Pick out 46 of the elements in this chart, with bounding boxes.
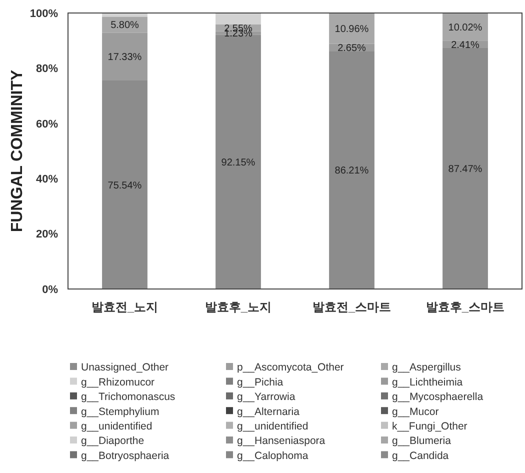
legend-label: g__Stemphylium [81,406,160,418]
legend-label: g__Mucor [392,406,440,418]
data-label: 2.41% [451,40,480,51]
legend-label: g__Calophoma [237,450,308,462]
data-label: 86.21% [334,166,369,177]
legend-label: p__Ascomycota_Other [237,362,344,374]
x-tick-label: 발효후_노지 [204,300,272,314]
data-label: 17.33% [108,52,142,64]
legend-label: k__Fungi_Other [392,420,468,432]
legend-label: g__Lichtheimia [392,376,463,388]
x-tick-label: 발효전_노지 [91,300,158,314]
y-tick-label: 0% [42,284,58,296]
data-label: 87.47% [448,164,482,175]
y-tick-label: 40% [36,173,58,186]
y-tick-label: 100% [30,8,58,20]
legend-label: g__Aspergillus [392,362,461,374]
y-tick-label: 80% [36,63,58,76]
y-axis-title: FUNGAL COMMINITY [9,69,26,232]
legend-label: g__Rhizomucor [81,376,156,388]
data-label: 5.80% [110,20,140,32]
legend-label: g__Alternaria [237,406,300,418]
x-tick-label: 발효전_스마트 [312,300,392,314]
legend-label: g__Botryosphaeria [81,450,170,462]
bar [216,12,261,24]
legend-label: g__Blumeria [392,435,452,448]
bar [329,51,374,289]
x-tick-label: 발효후_스마트 [426,300,505,314]
legend-label: g__Candida [392,450,449,462]
legend-label: g__Trichomonascus [81,391,176,404]
data-label: 75.54% [108,180,142,192]
bar [102,80,148,289]
legend-label: g__Mycosphaerella [392,391,484,404]
legend-label: Unassigned_Other [81,362,170,374]
legend-label: g__Yarrowia [237,391,296,404]
legend-label: g__unidentified [81,420,152,432]
y-tick-label: 20% [36,228,58,241]
data-label: 2.65% [338,42,366,54]
data-label: 92.15% [221,157,256,168]
legend-label: g__unidentified [237,420,308,432]
data-label: 10.96% [334,24,369,36]
data-label: 10.02% [448,22,482,34]
legend-label: g__Diaporthe [81,435,144,448]
y-tick-label: 60% [36,118,58,130]
legend-label: g__Hanseniaspora [237,435,326,448]
bar [442,48,488,289]
legend-label: g__Pichia [237,376,284,388]
